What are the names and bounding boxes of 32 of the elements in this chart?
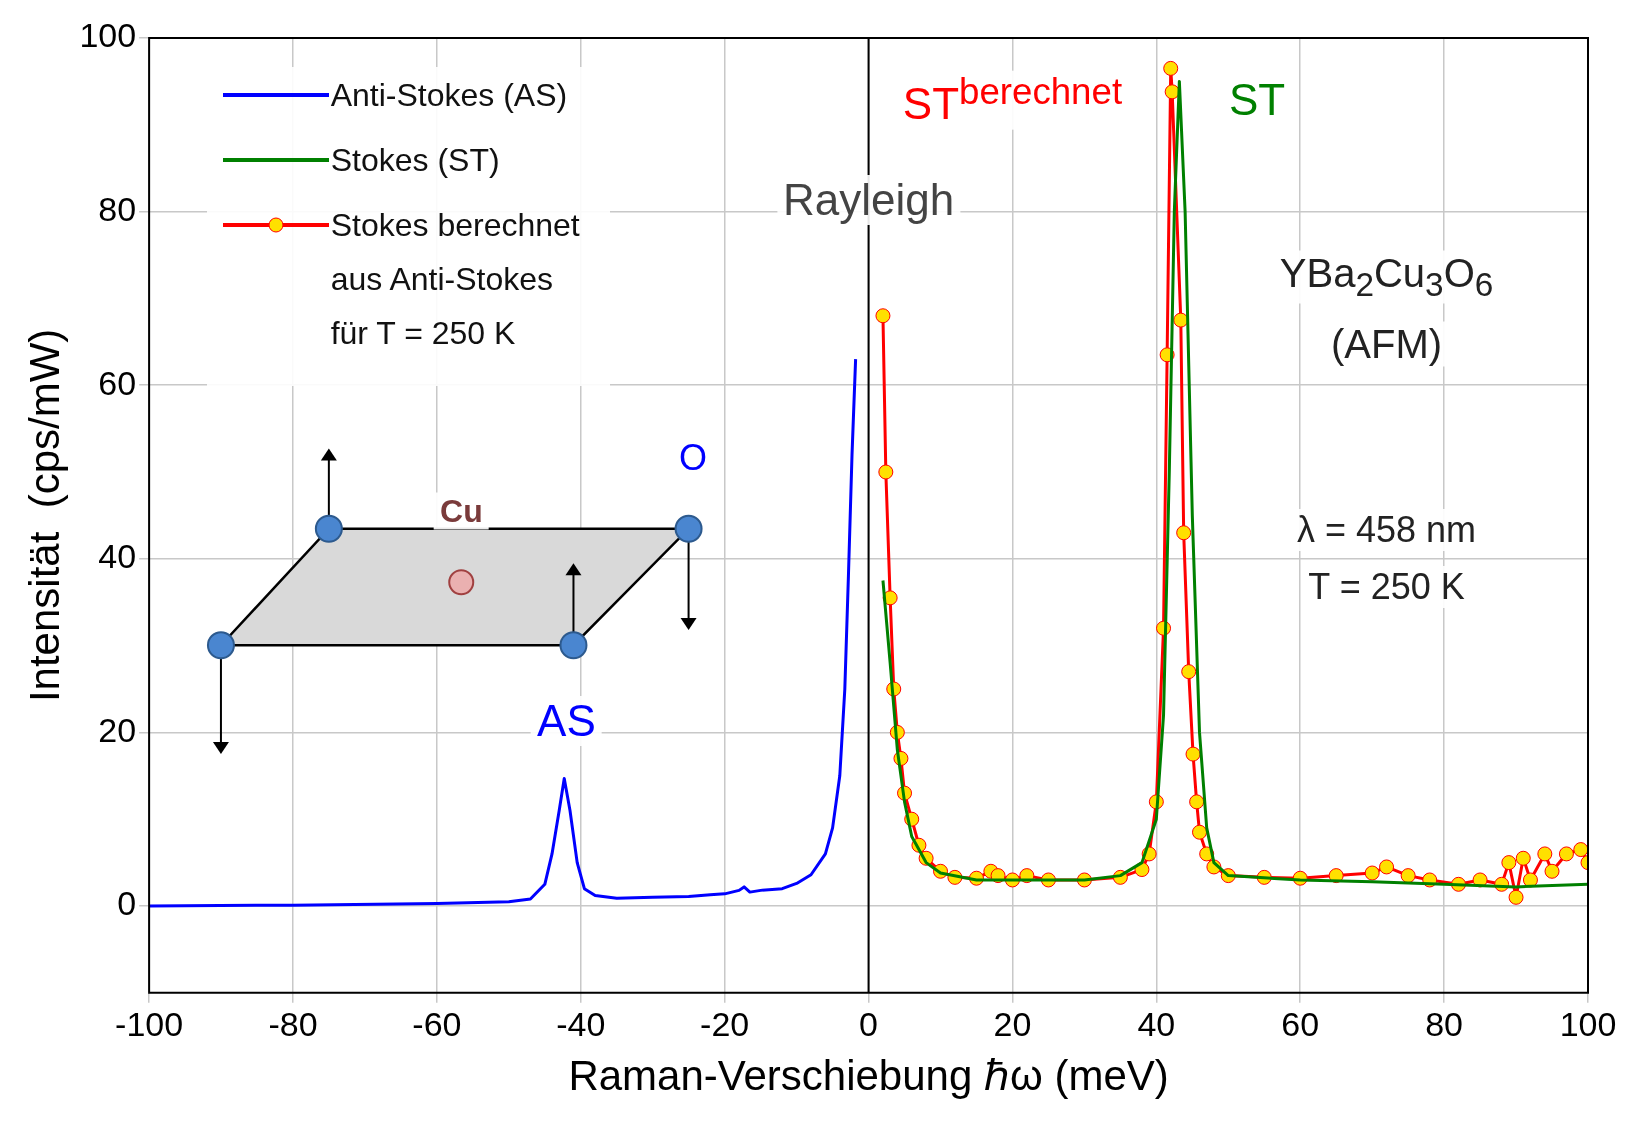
- y-axis-title: Intensität (cps/mW): [20, 328, 68, 703]
- x-tick-label: 60: [1281, 1004, 1320, 1043]
- x-tick-label: 100: [1559, 1004, 1617, 1043]
- legend-label: Stokes berechnet aus Anti-Stokes für T = 250 K: [330, 205, 581, 353]
- y-tick-label: 20: [98, 710, 137, 749]
- legend-label: Anti-Stokes (AS): [330, 75, 568, 115]
- x-tick-label: 20: [993, 1004, 1032, 1043]
- annotation: YBa$_{2}$Cu$_{3}$O$_{6}$: [1273, 250, 1500, 304]
- y-tick-label: 40: [98, 537, 137, 576]
- annotation: O: [673, 437, 714, 480]
- annotation: AS: [531, 695, 602, 746]
- x-tick-label: -60: [412, 1004, 462, 1043]
- legend-label: Stokes (ST): [330, 140, 500, 180]
- x-tick-label: -20: [700, 1004, 750, 1043]
- x-tick-label: 80: [1425, 1004, 1464, 1043]
- x-tick-label: 40: [1137, 1004, 1176, 1043]
- x-tick-label: -100: [115, 1004, 184, 1043]
- y-tick-label: 60: [98, 363, 137, 402]
- annotation: ST$^{berechnet}$: [896, 70, 1129, 130]
- annotation: λ = 458 nm: [1290, 508, 1483, 551]
- y-tick-label: 80: [98, 189, 137, 228]
- y-tick-label: 100: [79, 16, 137, 55]
- annotation: T = 250 K: [1302, 566, 1471, 608]
- x-axis-title: Raman-Verschiebung ℏω (meV): [568, 1052, 1169, 1100]
- annotation: Cu: [434, 492, 489, 530]
- x-tick-label: -80: [268, 1004, 318, 1043]
- x-tick-label: 0: [859, 1004, 879, 1043]
- annotation: ST: [1222, 75, 1292, 126]
- y-tick-label: 0: [117, 884, 137, 923]
- ref-line-label: Rayleigh: [776, 175, 961, 226]
- x-tick-label: -40: [556, 1004, 606, 1043]
- annotation: (AFM): [1325, 321, 1449, 367]
